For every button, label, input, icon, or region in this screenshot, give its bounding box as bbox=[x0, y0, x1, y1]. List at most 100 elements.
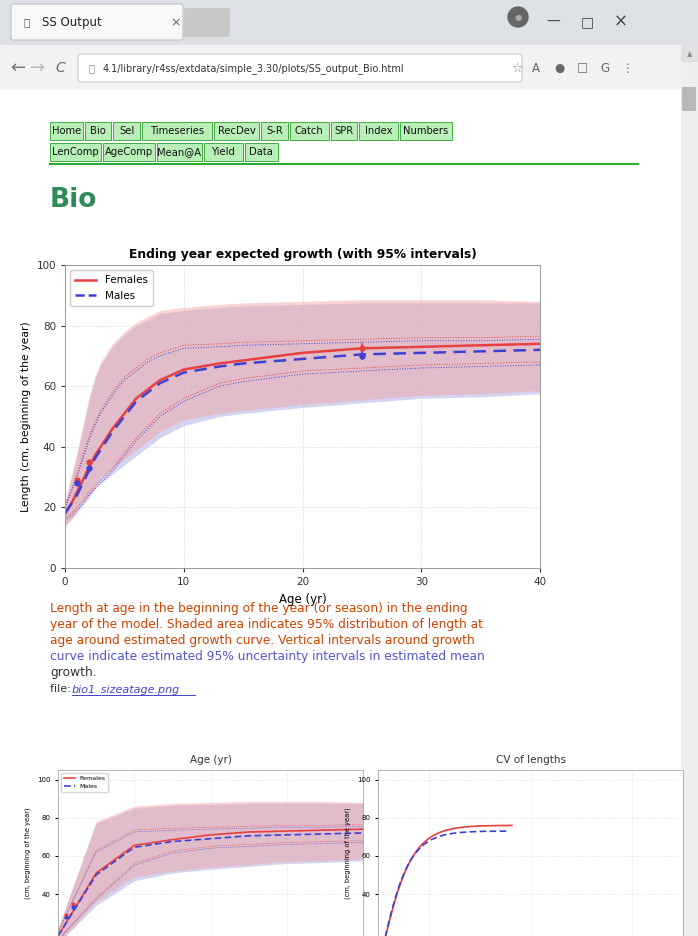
Males bbox=[73, 490, 81, 501]
Males bbox=[283, 829, 291, 841]
Text: growth.: growth. bbox=[50, 666, 96, 679]
Females bbox=[92, 868, 101, 879]
Males bbox=[298, 353, 306, 364]
Bar bbox=[103, 143, 155, 161]
Males bbox=[417, 347, 426, 358]
Males bbox=[215, 361, 223, 373]
Text: age around estimated growth curve. Vertical intervals around growth: age around estimated growth curve. Verti… bbox=[50, 634, 475, 647]
Males bbox=[96, 445, 105, 456]
Text: ●: ● bbox=[554, 62, 564, 75]
FancyBboxPatch shape bbox=[682, 87, 696, 111]
Y-axis label: Length (cm, beginning of the year): Length (cm, beginning of the year) bbox=[21, 321, 31, 512]
Males bbox=[168, 836, 177, 847]
Females bbox=[120, 408, 128, 419]
Females bbox=[132, 393, 140, 404]
Text: LenComp: LenComp bbox=[52, 147, 99, 157]
Females bbox=[144, 384, 152, 395]
Text: RecDev: RecDev bbox=[218, 126, 255, 136]
Bar bbox=[84, 122, 112, 140]
Text: Bio: Bio bbox=[90, 126, 106, 136]
Females bbox=[283, 826, 291, 837]
Text: Timeseries: Timeseries bbox=[150, 126, 204, 136]
Bar bbox=[214, 122, 259, 140]
Males bbox=[239, 358, 247, 369]
Text: AgeComp: AgeComp bbox=[105, 147, 153, 157]
Line: Males: Males bbox=[58, 833, 363, 936]
Text: S-R: S-R bbox=[266, 126, 283, 136]
Males bbox=[477, 345, 485, 357]
Males bbox=[84, 465, 93, 476]
Females bbox=[239, 355, 247, 366]
Text: Sel: Sel bbox=[119, 126, 134, 136]
Bar bbox=[681, 45, 698, 62]
Bar bbox=[142, 122, 212, 140]
Males bbox=[357, 349, 366, 360]
Females bbox=[215, 358, 223, 369]
Text: Length at age in the beginning of the year (or season) in the ending: Length at age in the beginning of the ye… bbox=[50, 602, 468, 615]
Text: SS Output: SS Output bbox=[42, 16, 102, 29]
Males bbox=[108, 426, 117, 437]
Bar bbox=[290, 122, 329, 140]
Bar bbox=[0, 0, 698, 4]
Females bbox=[417, 342, 426, 353]
FancyBboxPatch shape bbox=[184, 8, 230, 37]
Bar bbox=[113, 122, 140, 140]
Bar bbox=[50, 122, 83, 140]
Males bbox=[132, 396, 140, 407]
Females bbox=[244, 826, 253, 838]
Bar bbox=[681, 45, 698, 936]
Text: G: G bbox=[600, 62, 609, 75]
Females bbox=[73, 487, 81, 498]
Bar bbox=[331, 122, 357, 140]
Text: Index: Index bbox=[365, 126, 393, 136]
Females bbox=[359, 824, 367, 835]
Females bbox=[84, 462, 93, 474]
Bar bbox=[50, 143, 101, 161]
Males bbox=[144, 387, 152, 398]
Text: file:: file: bbox=[50, 684, 74, 694]
Males bbox=[320, 828, 329, 840]
Females bbox=[67, 499, 75, 510]
Females bbox=[207, 829, 215, 841]
Females bbox=[79, 475, 87, 486]
Text: Numbers: Numbers bbox=[403, 126, 449, 136]
FancyBboxPatch shape bbox=[11, 4, 183, 40]
FancyBboxPatch shape bbox=[78, 54, 522, 82]
Males bbox=[61, 508, 69, 519]
Text: CV of lengths: CV of lengths bbox=[496, 755, 565, 765]
Text: □: □ bbox=[581, 15, 593, 29]
Males bbox=[54, 930, 62, 936]
Text: ⓘ: ⓘ bbox=[89, 64, 95, 74]
Line: Males: Males bbox=[65, 350, 540, 514]
Text: Catch: Catch bbox=[295, 126, 324, 136]
Bar bbox=[359, 122, 399, 140]
Text: year of the model. Shaded area indicates 95% distribution of length at: year of the model. Shaded area indicates… bbox=[50, 618, 483, 631]
Females bbox=[298, 347, 306, 358]
Males bbox=[359, 827, 367, 839]
Text: ⋮: ⋮ bbox=[622, 62, 634, 75]
Text: ×: × bbox=[614, 13, 628, 31]
Females bbox=[108, 423, 117, 434]
Bar bbox=[401, 122, 452, 140]
Females bbox=[320, 825, 329, 836]
Text: ●: ● bbox=[514, 13, 521, 22]
Bar bbox=[0, 0, 698, 45]
Males bbox=[92, 870, 101, 881]
Text: C: C bbox=[55, 61, 65, 75]
Males bbox=[536, 344, 544, 356]
Females bbox=[477, 340, 485, 351]
Y-axis label: (cm, beginning of the year): (cm, beginning of the year) bbox=[25, 807, 31, 899]
Text: →: → bbox=[31, 59, 45, 77]
Bar bbox=[204, 143, 243, 161]
Males bbox=[91, 453, 99, 464]
Bar bbox=[0, 45, 698, 90]
Line: Females: Females bbox=[58, 829, 363, 936]
Text: Data: Data bbox=[249, 147, 274, 157]
Circle shape bbox=[508, 7, 528, 27]
Text: Bio: Bio bbox=[50, 187, 98, 213]
Text: □: □ bbox=[577, 62, 588, 75]
Text: Home: Home bbox=[52, 126, 81, 136]
Females bbox=[91, 450, 99, 461]
Text: ←: ← bbox=[10, 59, 26, 77]
Males bbox=[67, 499, 75, 510]
